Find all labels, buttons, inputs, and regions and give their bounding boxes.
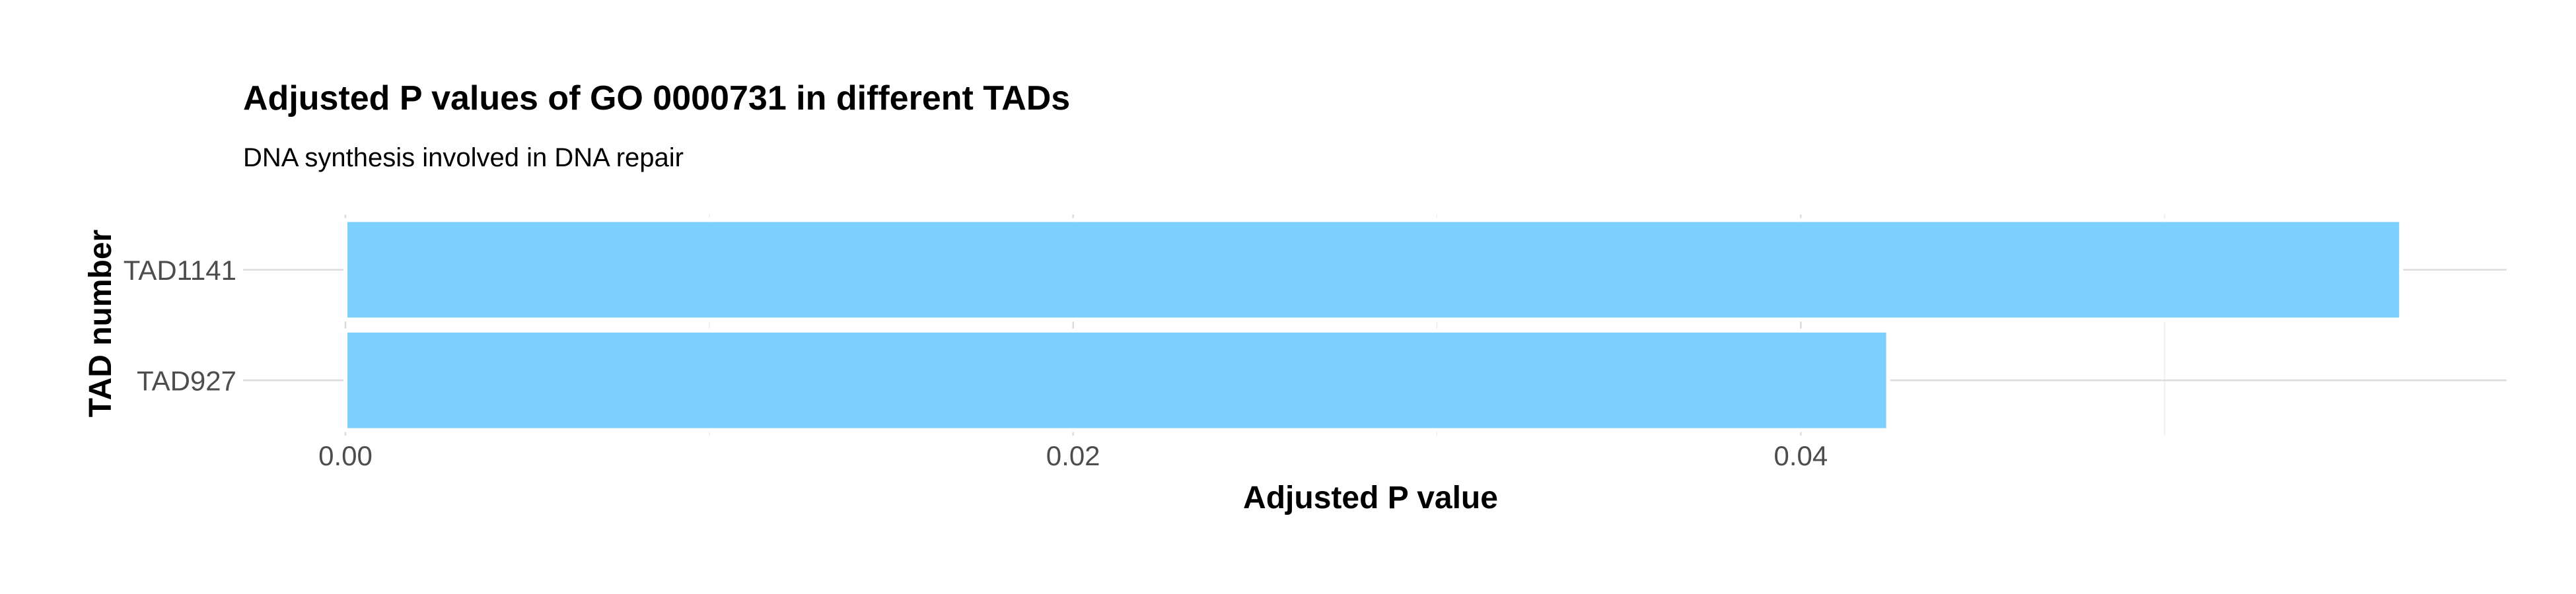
y-tick-label: TAD1141 <box>124 255 236 286</box>
x-tick-label: 0.04 <box>1773 440 1828 471</box>
chart-title: Adjusted P values of GO 0000731 in diffe… <box>243 79 1070 117</box>
bar-tad927 <box>343 328 1890 432</box>
y-tick-label: TAD927 <box>137 365 236 396</box>
x-axis-title: Adjusted P value <box>1243 480 1498 515</box>
bars <box>343 218 2404 432</box>
x-tick-label: 0.00 <box>318 440 373 471</box>
bar-tad1141 <box>343 218 2404 322</box>
chart-subtitle: DNA synthesis involved in DNA repair <box>243 143 684 172</box>
y-axis-title: TAD number <box>83 230 118 417</box>
x-tick-label: 0.02 <box>1046 440 1100 471</box>
y-tick-labels: TAD1141 TAD927 <box>124 255 236 397</box>
x-tick-labels: 0.00 0.02 0.04 <box>318 440 1828 471</box>
